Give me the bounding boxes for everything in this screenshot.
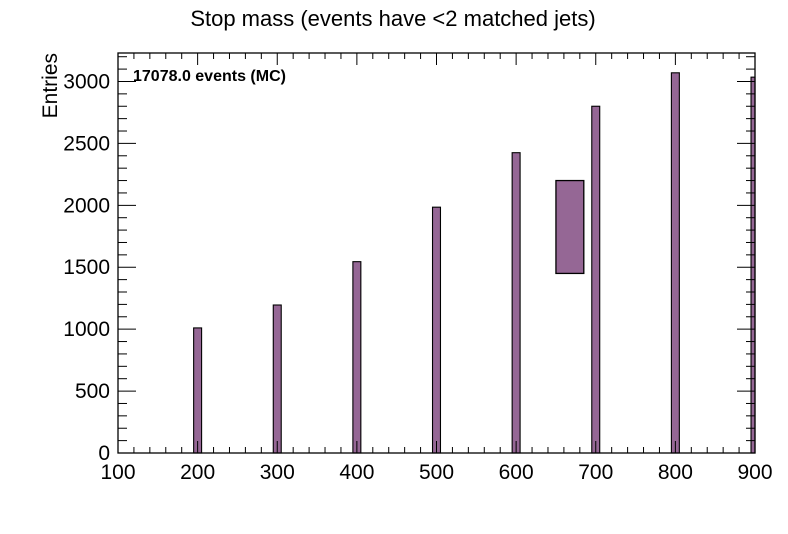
y-tick-label-2500: 2500 xyxy=(63,132,110,155)
events-annotation: 17078.0 events (MC) xyxy=(133,68,286,85)
y-axis-tick-labels: 0 500 1000 1500 2000 2500 3000 xyxy=(63,70,110,465)
legend-marker xyxy=(555,179,585,275)
histogram-bar-700 xyxy=(591,105,601,454)
y-tick-label-0: 0 xyxy=(98,442,110,465)
y-tick-label-500: 500 xyxy=(75,380,110,403)
x-tick-label-100: 100 xyxy=(100,461,135,484)
x-tick-label-300: 300 xyxy=(260,461,295,484)
y-axis-ticks xyxy=(118,56,755,454)
histogram-bars xyxy=(193,72,756,454)
x-tick-label-200: 200 xyxy=(180,461,215,484)
x-tick-label-600: 600 xyxy=(499,461,534,484)
x-tick-label-800: 800 xyxy=(658,461,693,484)
histogram-bar-500 xyxy=(431,206,442,454)
histogram-bar-200 xyxy=(193,327,203,454)
x-axis-tick-labels: 100 200 300 400 500 600 700 800 900 xyxy=(100,461,772,484)
y-tick-label-3000: 3000 xyxy=(63,70,110,93)
x-tick-label-700: 700 xyxy=(578,461,613,484)
x-axis-ticks xyxy=(117,53,756,453)
y-tick-label-1000: 1000 xyxy=(63,318,110,341)
chart-title: Stop mass (events have <2 matched jets) xyxy=(190,6,595,31)
x-tick-label-500: 500 xyxy=(419,461,454,484)
histogram-bar-800 xyxy=(670,72,680,454)
y-tick-label-1500: 1500 xyxy=(63,256,110,279)
histogram-bar-400 xyxy=(352,261,362,454)
x-tick-label-400: 400 xyxy=(339,461,374,484)
y-axis-label: Entries xyxy=(39,53,62,118)
y-tick-label-2000: 2000 xyxy=(63,194,110,217)
histogram-bar-300 xyxy=(272,304,282,454)
x-tick-label-900: 900 xyxy=(737,461,772,484)
histogram-bar-600 xyxy=(511,152,521,454)
